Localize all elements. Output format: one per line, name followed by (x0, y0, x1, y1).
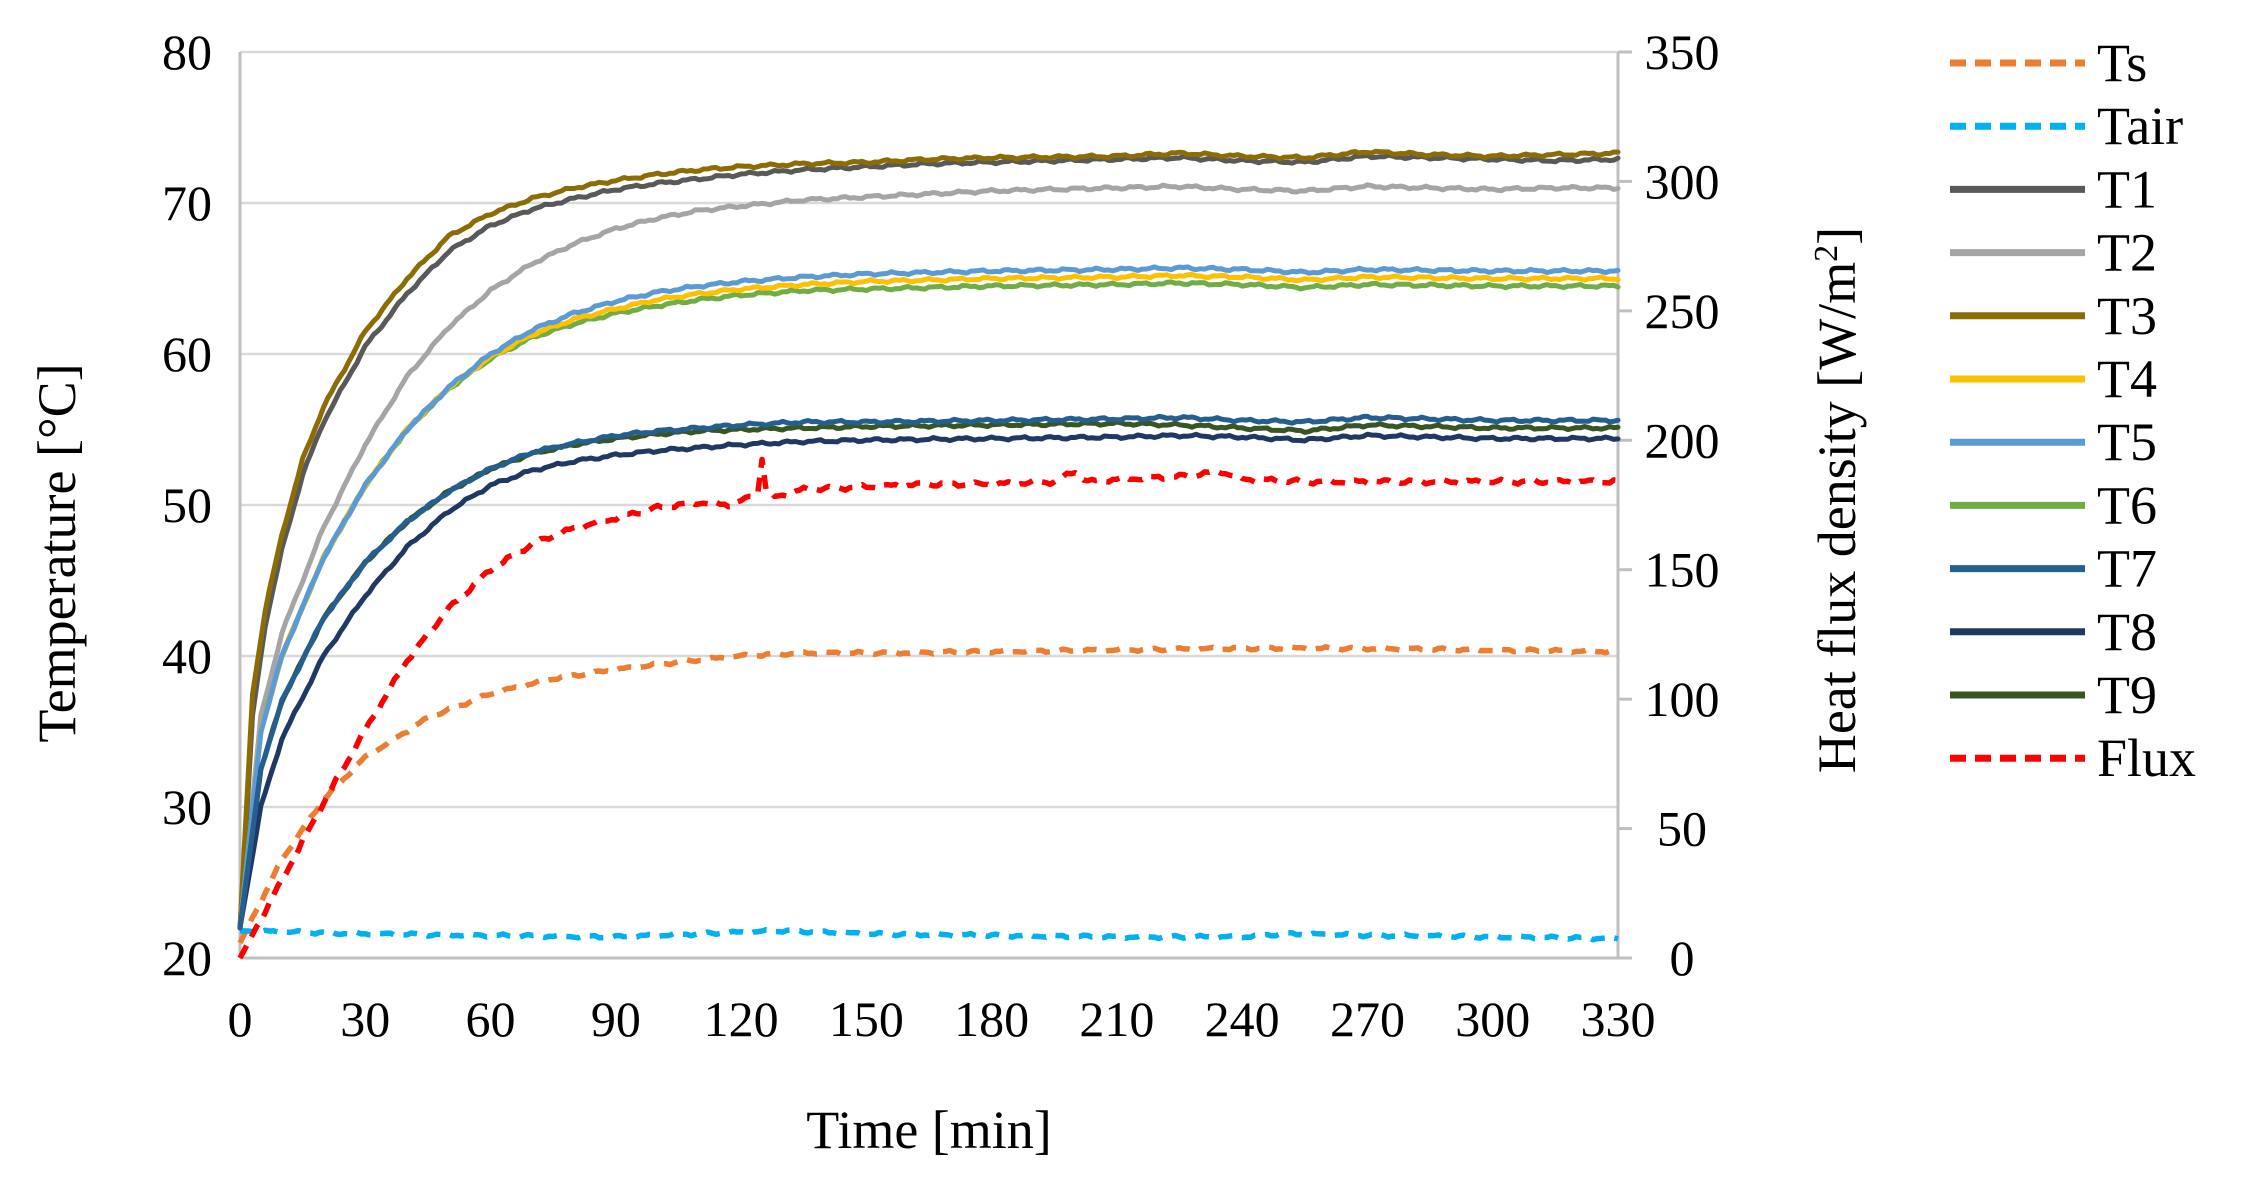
y-axis-title: Temperature [°C] (27, 363, 87, 742)
legend-item-t1: T1 (1950, 159, 2157, 219)
y2-tick-label: 350 (1645, 24, 1720, 80)
y2-tick-label: 0 (1670, 930, 1695, 986)
y-tick-label: 80 (162, 24, 212, 80)
y-tick-label: 30 (162, 779, 212, 835)
legend-label: T8 (2097, 602, 2157, 662)
legend-item-t9: T9 (1950, 665, 2157, 725)
y2-axis-title-main: Heat flux density [W/m (1807, 262, 1867, 773)
legend-label: T6 (2097, 475, 2157, 535)
y-tick-label: 40 (162, 628, 212, 684)
y-tick-label: 20 (162, 930, 212, 986)
series-line-ts (237, 644, 1619, 945)
x-tick-label: 120 (704, 991, 779, 1047)
y2-tick-label: 50 (1657, 801, 1707, 857)
legend-item-t4: T4 (1950, 349, 2157, 409)
series-line-t6 (237, 279, 1621, 931)
legend-item-tair: Tair (1950, 96, 2183, 156)
gridlines (240, 50, 1618, 960)
legend-item-ts: Ts (1950, 33, 2147, 93)
legend-label: T1 (2097, 159, 2157, 219)
series-line-t2 (237, 182, 1621, 931)
x-tick-label: 240 (1205, 991, 1280, 1047)
legend-item-t3: T3 (1950, 286, 2157, 346)
y-tick-label: 60 (162, 326, 212, 382)
legend-label: T7 (2097, 539, 2157, 599)
legend-label: T4 (2097, 349, 2157, 409)
legend-item-t7: T7 (1950, 539, 2157, 599)
legend-item-t8: T8 (1950, 602, 2157, 662)
x-tick-label: 30 (340, 991, 390, 1047)
series-line-t4 (237, 271, 1621, 931)
tick-labels: 20 30 40 50 60 70 80 0 50 100 150 200 250 300 350 0 30 60… (162, 24, 1720, 1047)
y2-axis-title: Heat flux density [W/m2] (1807, 227, 1867, 773)
series-line-t8 (237, 431, 1621, 931)
x-tick-label: 180 (954, 991, 1029, 1047)
x-tick-label: 270 (1330, 991, 1405, 1047)
y2-axis-title-sup: 2 (1808, 245, 1845, 262)
legend-item-t2: T2 (1950, 223, 2157, 283)
legend-item-flux: Flux (1950, 728, 2196, 788)
legend-label: T9 (2097, 665, 2157, 725)
y-tick-label: 50 (162, 477, 212, 533)
legend-label: Tair (2097, 96, 2183, 156)
series-layer (237, 148, 1621, 960)
legend-label: T3 (2097, 286, 2157, 346)
series-line-t7 (237, 413, 1621, 931)
y2-tick-label: 250 (1645, 283, 1720, 339)
x-tick-label: 210 (1079, 991, 1154, 1047)
y2-tick-label: 150 (1645, 542, 1720, 598)
x-tick-label: 330 (1581, 991, 1656, 1047)
legend-label: Flux (2097, 728, 2196, 788)
legend-label: T5 (2097, 412, 2157, 472)
series-line-t1 (237, 152, 1621, 931)
y2-axis-title-end: ] (1807, 227, 1867, 245)
x-tick-label: 90 (591, 991, 641, 1047)
x-tick-label: 300 (1455, 991, 1530, 1047)
y2-tick-label: 200 (1645, 412, 1720, 468)
x-tick-label: 60 (466, 991, 516, 1047)
legend-item-t5: T5 (1950, 412, 2157, 472)
legend-label: T2 (2097, 223, 2157, 283)
series-line-flux (237, 456, 1619, 960)
y2-tick-label: 100 (1645, 671, 1720, 727)
y2-tick-label: 300 (1645, 153, 1720, 209)
series-line-t5 (237, 264, 1621, 931)
series-line-tair (239, 927, 1619, 943)
x-axis-title: Time [min] (806, 1100, 1052, 1160)
axes (238, 50, 1632, 960)
x-tick-label: 0 (228, 991, 253, 1047)
x-tick-label: 150 (829, 991, 904, 1047)
series-line-t3 (237, 148, 1621, 931)
legend-label: Ts (2097, 33, 2147, 93)
legend-item-t6: T6 (1950, 475, 2157, 535)
series-line-t9 (237, 419, 1621, 931)
y-tick-label: 70 (162, 175, 212, 231)
